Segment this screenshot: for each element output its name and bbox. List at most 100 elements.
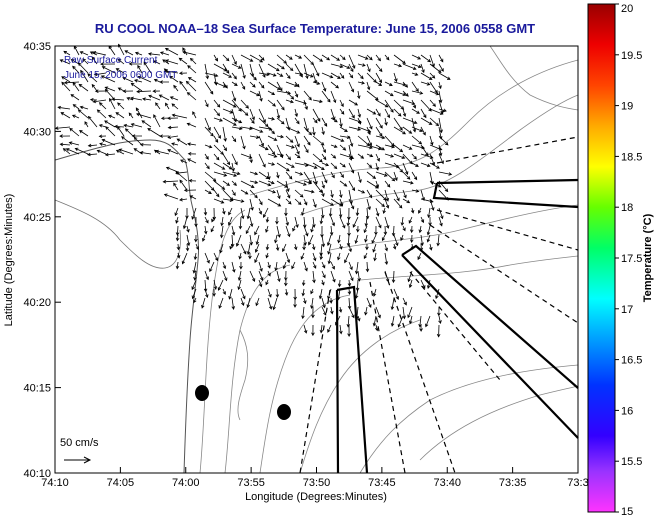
current-vector-arrow: [265, 279, 269, 286]
current-vector-arrow: [194, 234, 198, 243]
current-vector-arrow: [59, 142, 71, 147]
current-vector-arrow: [276, 63, 285, 70]
current-vector-arrow: [366, 297, 372, 308]
current-vector-arrow: [79, 105, 89, 110]
current-vector-arrow: [249, 72, 257, 81]
current-vector-arrow: [302, 243, 306, 251]
current-vector-arrow: [169, 75, 179, 83]
current-vector-arrow: [312, 243, 316, 251]
current-vector-arrow: [231, 117, 243, 124]
current-vector-arrow: [249, 117, 255, 124]
current-vector-arrow: [365, 261, 370, 273]
current-vector-arrow: [347, 279, 352, 287]
current-vector-arrow: [312, 135, 325, 146]
current-vector-arrow: [312, 108, 321, 122]
current-vector-arrow: [137, 64, 143, 74]
current-vector-arrow: [267, 116, 276, 121]
current-vector-arrow: [183, 188, 197, 193]
current-vector-arrow: [258, 72, 271, 77]
current-vector-arrow: [136, 89, 152, 94]
current-vector-arrow: [204, 81, 214, 95]
current-vector-arrow: [294, 117, 300, 125]
current-vector-arrow: [348, 135, 354, 148]
current-vector-arrow: [354, 261, 359, 275]
x-tick-label: 73:35: [499, 477, 527, 489]
current-vector-arrow: [274, 261, 278, 272]
current-vector-arrow: [175, 225, 180, 236]
current-vector-arrow: [303, 198, 308, 206]
current-vector-arrow: [258, 90, 263, 102]
current-vector-arrow: [72, 82, 80, 92]
colorbar-tick-label: 20: [621, 3, 633, 15]
current-vector-arrow: [72, 104, 80, 110]
current-vector-arrow: [82, 58, 89, 65]
current-vector-arrow: [420, 189, 425, 202]
current-vector-arrow: [411, 117, 417, 133]
current-vector-arrow: [418, 207, 422, 214]
current-vector-arrow: [338, 207, 343, 219]
current-vector-arrow: [384, 54, 390, 61]
legend-title: Raw Surface Current: [64, 55, 158, 66]
current-vector-arrow: [384, 252, 389, 265]
current-vector-arrow: [222, 54, 230, 62]
current-vector-arrow: [80, 69, 89, 83]
current-vector-arrow: [365, 243, 369, 251]
current-vector-arrow: [339, 144, 347, 151]
colorbar-tick-label: 19: [621, 101, 633, 113]
current-vector-arrow: [237, 279, 242, 291]
current-vector-arrow: [54, 126, 71, 130]
current-vector-arrow: [429, 180, 442, 188]
current-vector-arrow: [213, 108, 221, 117]
current-vector-arrow: [425, 315, 431, 328]
current-vector-arrow: [92, 99, 107, 104]
current-vector-arrow: [438, 81, 442, 90]
current-vector-arrow: [158, 94, 170, 101]
current-vector-arrow: [222, 198, 234, 202]
current-vector-arrow: [65, 148, 80, 155]
current-vector-arrow: [245, 225, 251, 235]
current-vector-arrow: [182, 216, 188, 230]
current-vector-arrow: [258, 54, 265, 61]
current-vector-arrow: [153, 60, 161, 65]
current-vector-arrow: [117, 87, 125, 92]
current-vector-arrow: [285, 171, 293, 180]
current-vector-arrow: [411, 135, 423, 145]
current-vector-arrow: [238, 216, 243, 230]
current-vector-arrow: [310, 225, 314, 233]
current-vector-arrow: [101, 66, 116, 74]
current-vector-arrow: [276, 72, 284, 77]
current-vector-arrow: [366, 153, 374, 158]
current-vector-arrow: [267, 270, 271, 277]
current-vector-arrow: [308, 234, 314, 246]
current-vector-arrow: [249, 126, 264, 133]
current-vector-arrow: [420, 117, 433, 125]
current-vector-arrow: [402, 189, 407, 199]
current-vector-arrow: [319, 216, 324, 225]
current-vector-arrow: [372, 288, 377, 297]
current-vector-arrow: [371, 234, 377, 244]
current-vector-arrow: [222, 108, 234, 114]
current-vector-arrow: [419, 324, 423, 332]
current-vector-arrow: [411, 54, 422, 60]
x-tick-label: 73:40: [433, 477, 461, 489]
current-vector-arrow: [60, 112, 71, 119]
current-vector-arrow: [321, 189, 325, 198]
current-vector-arrow: [356, 225, 360, 233]
current-vector-arrow: [276, 189, 281, 200]
current-vector-arrow: [311, 306, 315, 319]
current-vector-arrow: [179, 80, 188, 92]
current-vector-arrow: [339, 63, 351, 69]
current-vector-arrow: [373, 252, 377, 262]
current-vector-arrow: [292, 225, 296, 232]
scale-arrow-icon: [64, 456, 92, 464]
current-vector-arrow: [186, 234, 191, 247]
current-vector-arrow: [411, 72, 419, 76]
current-vector-arrow: [249, 270, 256, 282]
current-vector-arrow: [276, 108, 281, 120]
current-vector-arrow: [255, 234, 260, 246]
current-vector-arrow: [330, 171, 335, 179]
current-vector-arrow: [204, 252, 210, 264]
colorbar-tick-label: 18: [621, 202, 633, 214]
current-vector-arrow: [303, 234, 307, 246]
current-vector-arrow: [222, 153, 231, 166]
